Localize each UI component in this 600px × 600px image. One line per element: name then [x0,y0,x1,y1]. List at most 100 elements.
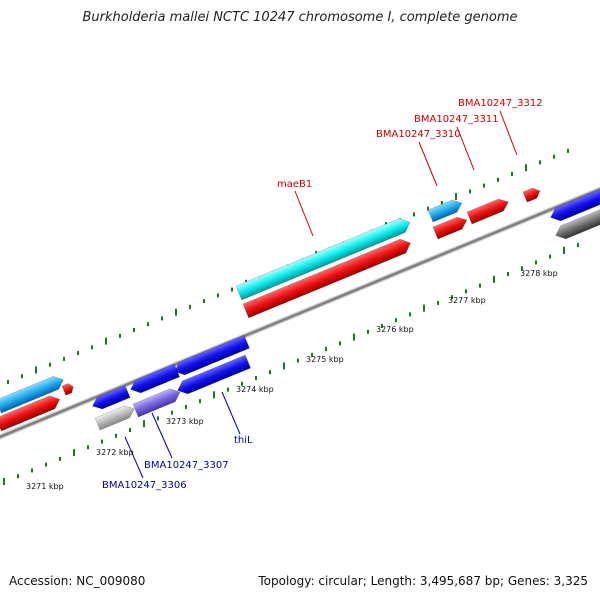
tick-mark [17,474,19,479]
scale-label: 3278 kbp [520,269,558,278]
feature-red-small-shape [61,383,74,396]
tick-mark [297,358,299,363]
tick-mark [535,260,537,265]
gene-label-bma10247-3312: BMA10247_3312 [458,98,543,109]
scale-label: 3272 kbp [96,448,134,457]
tick-mark [451,295,453,300]
gene-bma10247-3307-upper-shape [130,363,180,394]
tick-mark [283,362,285,370]
tick-mark [217,293,219,298]
tick-mark [105,337,107,345]
tick-mark [189,304,191,309]
tick-mark [115,433,117,438]
tick-mark [413,212,415,217]
tick-mark [91,345,93,350]
page-title: Burkholderia mallei NCTC 10247 chromosom… [82,10,518,25]
tick-mark [521,266,523,271]
tick-mark [241,381,243,386]
feature-purple [132,388,181,418]
tick-mark [437,300,439,305]
tick-mark [423,304,425,312]
gene-label-bma10247-3307: BMA10247_3307 [144,460,229,471]
tick-mark [455,193,457,201]
feature-grey-right [555,207,600,240]
tick-mark [129,428,131,432]
tick-mark [147,322,149,327]
gene-bma10247-3312 [522,187,541,203]
gene-thil [177,354,251,395]
tick-mark [493,275,495,283]
feature-red-small [61,383,74,396]
tick-mark [203,299,205,304]
tick-mark [469,189,471,194]
tick-mark [21,374,23,379]
backbone [0,186,600,440]
tick-mark [479,283,481,288]
gene-thil-shape [177,354,251,395]
gene-bma10247-3310 [432,216,468,240]
tick-mark [539,160,541,165]
gene-maeB1-shape [242,238,411,319]
tick-mark [381,324,383,328]
gene-bma10247-3307-upper [130,363,180,394]
tick-mark [185,404,187,409]
tick-mark [339,341,341,346]
tick-mark [77,351,79,356]
tick-mark [525,164,527,172]
tick-mark [175,308,177,316]
tick-mark [577,243,579,248]
gene-bma10247-3310-shape [432,216,468,240]
scale-label: 3273 kbp [166,417,204,426]
feature-light-blue [427,199,463,223]
tick-mark [465,289,467,294]
tick-mark [133,328,135,332]
tick-mark [311,352,313,357]
scale-label: 3277 kbp [448,296,486,305]
scale-label: 3271 kbp [26,482,64,491]
tick-mark [49,362,51,367]
tick-mark [171,410,173,415]
feature-light-grey [94,405,135,431]
feature-red-left-shape [0,395,61,432]
tick-mark [161,316,163,321]
tick-mark [73,449,75,457]
feature-grey-right-shape [555,207,600,240]
tick-mark [101,439,103,444]
feature-cyan-rna-shape [235,218,411,301]
tick-mark [367,329,369,334]
gene-label-bma10247-3310: BMA10247_3310 [376,129,461,140]
feature-cyan-rna [235,218,411,301]
label-leaders [124,110,518,479]
scale-label: 3275 kbp [306,355,344,364]
tick-mark [45,462,47,467]
tick-mark [511,172,513,176]
gene-bma10247-3311 [466,198,509,225]
accession-label: Accession: NC_009080 [9,574,146,588]
tick-mark [269,370,271,375]
tick-mark [3,478,5,485]
scale-label: 3274 kbp [236,385,274,394]
tick-mark [157,416,159,421]
tick-mark [507,272,509,276]
tick-mark [199,399,201,404]
tick-mark [35,366,37,374]
scale-label: 3276 kbp [376,325,414,334]
tick-mark [227,387,229,392]
gene-label-thil: thiL [234,435,253,446]
feature-track [0,187,600,432]
tick-mark [563,246,565,254]
tick-mark [119,333,121,338]
gene-bma10247-3311-shape [466,198,509,225]
tick-mark [143,420,145,428]
tick-mark [567,148,569,153]
tick-mark [395,318,397,323]
tick-mark [441,200,443,205]
feature-light-blue-left [0,376,64,414]
tick-mark [549,254,551,259]
gene-label-bma10247-3306: BMA10247_3306 [102,480,187,491]
feature-light-blue-shape [427,199,463,223]
gene-bma10247-3306-upper [92,385,131,410]
genome-stats: Topology: circular; Length: 3,495,687 bp… [258,574,588,588]
tick-mark [483,183,485,188]
